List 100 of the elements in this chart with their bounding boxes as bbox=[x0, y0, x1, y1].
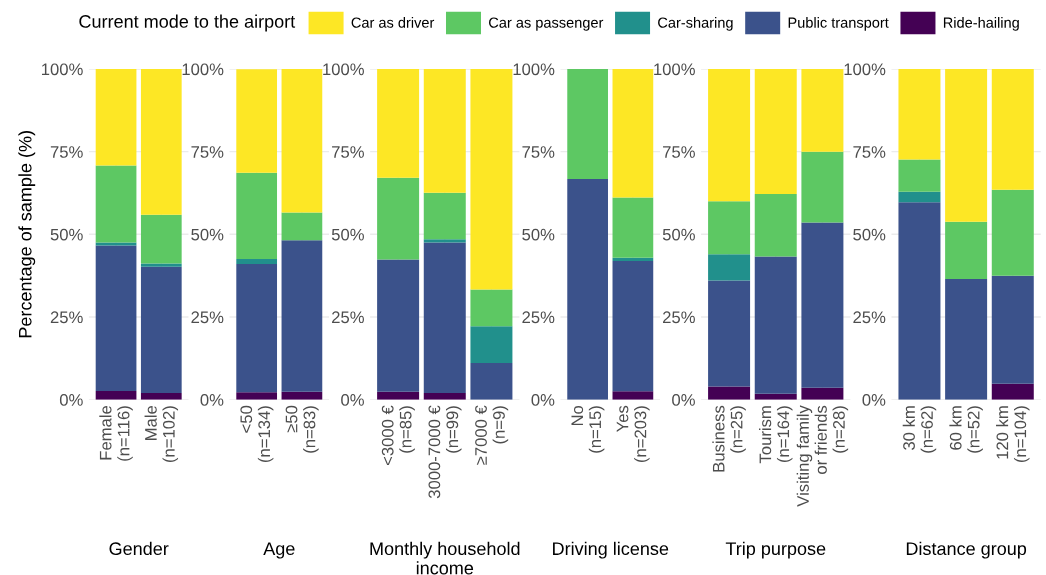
x-tick-label: 60 km (n=52) bbox=[949, 406, 983, 453]
y-tick-label: 75% bbox=[50, 146, 83, 158]
y-tick-label: 25% bbox=[853, 311, 886, 324]
x-axis-title: Gender bbox=[109, 541, 169, 556]
bar bbox=[945, 278, 988, 400]
bar bbox=[423, 69, 466, 193]
bar bbox=[236, 172, 278, 260]
y-tick-label: 25% bbox=[663, 311, 695, 324]
y-tick-label: 25% bbox=[332, 311, 364, 324]
bar bbox=[423, 393, 466, 400]
bar bbox=[140, 69, 182, 215]
bar bbox=[898, 69, 941, 160]
bar bbox=[945, 221, 988, 279]
bar bbox=[612, 391, 654, 400]
bar bbox=[754, 193, 797, 257]
x-tick-label: Business (n=25) bbox=[712, 405, 746, 472]
bar bbox=[140, 214, 182, 264]
bar bbox=[708, 201, 751, 255]
y-tick-label: 100% bbox=[323, 63, 364, 76]
bar bbox=[95, 242, 137, 246]
legend-label: Ride-hailing bbox=[943, 17, 1019, 31]
y-tick-label: 100% bbox=[844, 63, 886, 76]
bar bbox=[281, 240, 323, 392]
x-tick-label: Female (n=116) bbox=[99, 405, 133, 461]
bar bbox=[708, 386, 751, 400]
bar bbox=[898, 159, 941, 192]
y-tick-label: 75% bbox=[332, 146, 364, 158]
bar bbox=[423, 242, 466, 394]
y-tick-label: 75% bbox=[522, 146, 555, 158]
y-tick-label: 100% bbox=[182, 63, 224, 76]
bar bbox=[612, 197, 654, 258]
x-tick-label: <3000 € (n=85) bbox=[381, 405, 415, 466]
bar bbox=[236, 392, 278, 400]
y-tick-label: 100% bbox=[654, 63, 695, 76]
x-tick-label: ≥50 (n=83) bbox=[285, 405, 319, 453]
x-tick-label: Visiting family or friends (n=28) bbox=[796, 405, 849, 507]
bar bbox=[612, 69, 654, 198]
y-tick-label: 100% bbox=[42, 63, 83, 76]
y-tick-label: 25% bbox=[522, 311, 555, 324]
bar bbox=[470, 289, 513, 327]
x-tick-label: No (n=15) bbox=[571, 405, 605, 453]
bar bbox=[95, 391, 137, 400]
legend-label: Public transport bbox=[788, 17, 889, 31]
bar bbox=[567, 69, 608, 180]
bar bbox=[236, 259, 278, 265]
y-tick-label: 25% bbox=[50, 311, 83, 324]
y-tick-label: 50% bbox=[50, 228, 83, 241]
x-tick-label: Male (n=102) bbox=[144, 405, 179, 463]
bar bbox=[567, 179, 608, 400]
y-tick-label: 0% bbox=[200, 394, 224, 406]
bar bbox=[708, 280, 751, 387]
legend-title: Current mode to the airport bbox=[79, 14, 296, 32]
bar bbox=[991, 383, 1034, 400]
bar bbox=[236, 69, 278, 173]
x-tick-label: Yes (n=203) bbox=[616, 405, 650, 463]
y-tick-label: 0% bbox=[59, 394, 83, 406]
legend-label: Car as passenger bbox=[489, 17, 604, 31]
x-axis-title: Driving license bbox=[553, 541, 669, 559]
bar bbox=[754, 69, 797, 194]
bar bbox=[377, 69, 420, 178]
bar bbox=[945, 69, 988, 222]
bar bbox=[708, 69, 751, 202]
bar bbox=[140, 263, 182, 267]
bar bbox=[898, 202, 941, 400]
bar bbox=[281, 69, 323, 213]
bar bbox=[801, 222, 844, 388]
bar bbox=[898, 191, 941, 203]
y-tick-label: 75% bbox=[663, 146, 695, 158]
x-tick-label: 120 km (n=104) bbox=[996, 406, 1030, 463]
bar bbox=[377, 259, 420, 392]
x-axis-title: Monthly household income bbox=[370, 541, 520, 575]
y-tick-label: 50% bbox=[662, 228, 695, 241]
x-tick-label: Tourism (n=164) bbox=[759, 406, 793, 464]
bar bbox=[801, 69, 844, 152]
bar bbox=[95, 69, 137, 166]
bar bbox=[708, 254, 751, 281]
bar bbox=[377, 177, 420, 260]
bar bbox=[470, 362, 513, 400]
bar bbox=[423, 239, 466, 243]
y-tick-label: 25% bbox=[191, 311, 224, 324]
bar bbox=[801, 151, 844, 223]
bar bbox=[612, 261, 654, 392]
y-tick-label: 50% bbox=[853, 228, 886, 241]
legend-label: Car as driver bbox=[351, 17, 435, 28]
bar bbox=[991, 275, 1034, 384]
y-tick-label: 50% bbox=[191, 228, 224, 241]
y-axis-title: Percentage of sample (%) bbox=[18, 131, 36, 338]
bar bbox=[95, 165, 137, 243]
x-axis-title: Trip purpose bbox=[725, 541, 826, 559]
bar bbox=[140, 393, 182, 400]
y-tick-label: 0% bbox=[531, 394, 555, 406]
x-tick-label: <50 (n=134) bbox=[240, 405, 274, 463]
y-tick-label: 0% bbox=[341, 394, 364, 406]
bar bbox=[991, 189, 1034, 276]
legend-label: Car-sharing bbox=[658, 17, 733, 31]
bar bbox=[470, 69, 513, 290]
bar bbox=[423, 192, 466, 240]
y-tick-label: 0% bbox=[862, 394, 886, 406]
bar bbox=[236, 264, 278, 393]
y-tick-label: 100% bbox=[513, 63, 555, 76]
